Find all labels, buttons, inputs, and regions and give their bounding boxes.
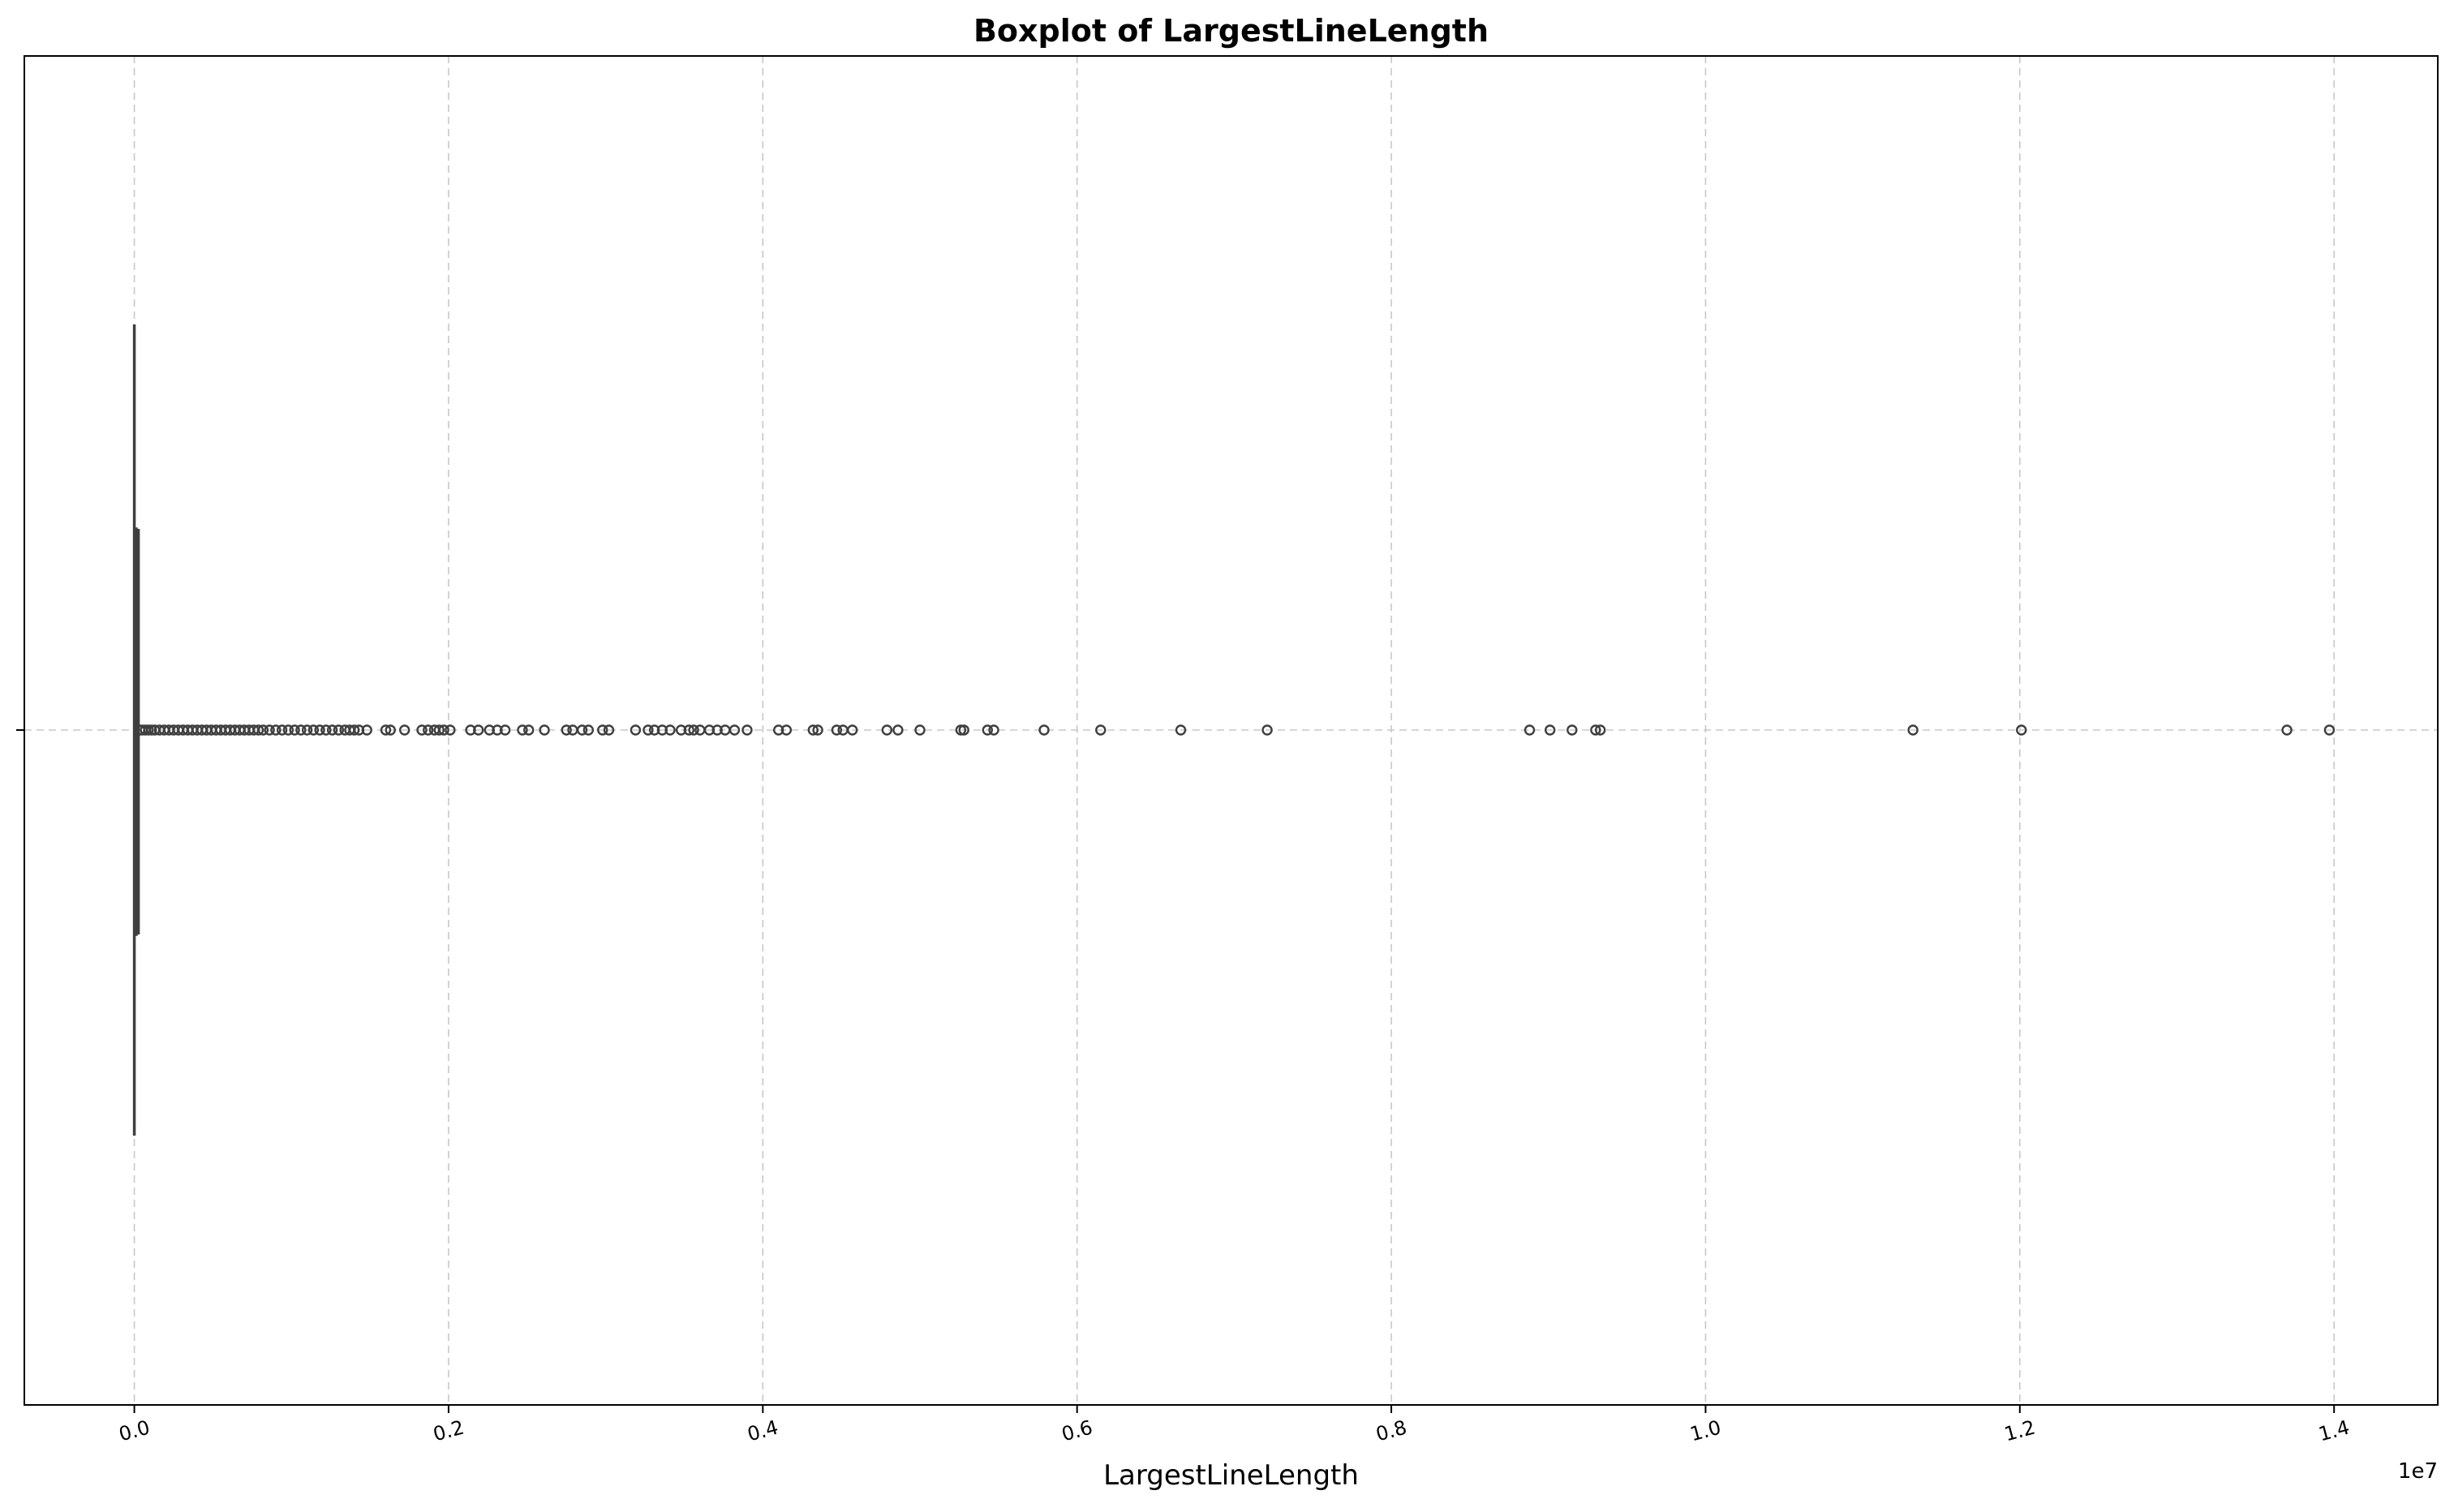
outlier-point bbox=[301, 724, 313, 736]
outlier-point bbox=[648, 724, 660, 736]
outlier-point bbox=[1261, 724, 1273, 736]
outlier-point bbox=[143, 724, 154, 736]
outlier-point bbox=[289, 724, 300, 736]
outlier-point bbox=[276, 724, 288, 736]
outlier-point bbox=[582, 724, 595, 736]
outlier-point bbox=[423, 724, 434, 736]
chart-title: Boxplot of LargestLineLength bbox=[973, 13, 1489, 49]
outlier-point bbox=[772, 724, 784, 736]
outlier-point bbox=[1038, 724, 1050, 736]
x-tick-label: 0.2 bbox=[431, 1416, 466, 1446]
outlier-point bbox=[499, 724, 511, 736]
x-tick-label: 0.8 bbox=[1373, 1416, 1409, 1446]
outlier-point bbox=[252, 724, 264, 736]
outlier-point bbox=[1544, 724, 1556, 736]
outlier-point bbox=[433, 724, 445, 736]
outlier-point bbox=[688, 724, 699, 736]
outlier-point bbox=[399, 724, 410, 736]
outlier-point bbox=[643, 724, 654, 736]
outlier-point bbox=[326, 724, 338, 736]
outlier-point bbox=[333, 724, 345, 736]
outlier-point bbox=[847, 724, 858, 736]
x-tick-label: 0.0 bbox=[117, 1416, 153, 1446]
outlier-point bbox=[349, 724, 360, 736]
outlier-point bbox=[892, 724, 904, 736]
outlier-point bbox=[2323, 724, 2336, 736]
outlier-point bbox=[438, 724, 449, 736]
x-tick-label: 0.4 bbox=[745, 1416, 780, 1446]
outlier-point bbox=[955, 724, 967, 736]
outlier-point bbox=[295, 724, 307, 736]
outlier-point bbox=[831, 724, 843, 736]
outlier-point bbox=[561, 724, 572, 736]
outlier-point bbox=[576, 724, 588, 736]
outlier-point bbox=[914, 724, 926, 736]
outlier-point bbox=[539, 724, 550, 736]
outlier-point bbox=[780, 724, 793, 736]
outlier-point bbox=[812, 724, 823, 736]
grid-lines bbox=[24, 56, 2438, 1405]
outlier-point bbox=[483, 724, 496, 736]
outlier-point bbox=[257, 724, 269, 736]
outlier-point bbox=[603, 724, 615, 736]
x-axis-scale-label: 1e7 bbox=[2398, 1459, 2438, 1484]
outlier-point bbox=[517, 724, 528, 736]
outlier-point bbox=[307, 724, 320, 736]
outlier-point bbox=[1175, 724, 1187, 736]
outlier-point bbox=[270, 724, 282, 736]
outlier-point bbox=[2016, 724, 2027, 736]
outlier-point bbox=[416, 724, 428, 736]
x-tick-label: 1.4 bbox=[2316, 1416, 2352, 1446]
outlier-point bbox=[264, 724, 275, 736]
outlier-point bbox=[1095, 724, 1107, 736]
outlier-point bbox=[664, 724, 676, 736]
outlier-point bbox=[320, 724, 332, 736]
outlier-point bbox=[656, 724, 668, 736]
outlier-point bbox=[385, 724, 396, 736]
outlier-point bbox=[380, 724, 392, 736]
outlier-point bbox=[523, 724, 535, 736]
outlier-point bbox=[473, 724, 484, 736]
outlier-point bbox=[982, 724, 993, 736]
outlier-point bbox=[465, 724, 476, 736]
outlier-point bbox=[282, 724, 294, 736]
outlier-point bbox=[988, 724, 999, 736]
outlier-point bbox=[711, 724, 723, 736]
x-tick-label: 1.0 bbox=[1687, 1416, 1723, 1446]
outlier-point bbox=[492, 724, 503, 736]
outlier-point bbox=[314, 724, 325, 736]
outlier-point bbox=[353, 724, 365, 736]
outlier-point bbox=[881, 724, 893, 736]
outlier-point bbox=[445, 724, 456, 736]
outlier-point bbox=[741, 724, 753, 736]
outlier-point bbox=[703, 724, 716, 736]
outlier-point bbox=[1907, 724, 1919, 736]
outlier-point bbox=[597, 724, 608, 736]
outlier-point bbox=[675, 724, 687, 736]
outlier-point bbox=[958, 724, 969, 736]
outlier-points bbox=[134, 724, 2336, 736]
x-tick-label: 1.2 bbox=[2002, 1416, 2038, 1446]
outlier-point bbox=[1567, 724, 1578, 736]
x-axis: 0.0 0.2 0.4 0.6 0.8 1.0 1.2 1.4 bbox=[16, 729, 2352, 1446]
outlier-point bbox=[1594, 724, 1606, 736]
x-tick-label: 0.6 bbox=[1059, 1416, 1095, 1446]
outlier-point bbox=[630, 724, 642, 736]
outlier-point bbox=[146, 724, 157, 736]
outlier-point bbox=[1524, 724, 1536, 736]
outlier-point bbox=[2281, 724, 2293, 736]
outlier-point bbox=[728, 724, 741, 736]
outlier-point bbox=[361, 724, 372, 736]
outlier-point bbox=[1590, 724, 1601, 736]
outlier-point bbox=[683, 724, 694, 736]
x-axis-label: LargestLineLength bbox=[1103, 1459, 1359, 1492]
outlier-point bbox=[807, 724, 819, 736]
